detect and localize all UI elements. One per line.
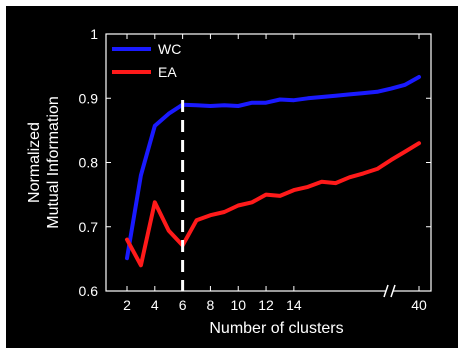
y-tick-label: 0.6	[79, 283, 99, 299]
y-axis-label-line-1: Normalized	[26, 122, 43, 203]
axis-break-gap	[386, 285, 393, 297]
x-tick-label: 14	[286, 297, 302, 313]
axis-break-mark	[390, 284, 396, 298]
x-tick-label: 4	[151, 297, 159, 313]
axes-box	[105, 33, 432, 292]
legend: WC EA	[112, 41, 181, 80]
x-tick-label: 12	[258, 297, 274, 313]
series-line-wc	[125, 75, 421, 261]
legend-label: WC	[158, 41, 181, 57]
series-line-ea	[125, 141, 421, 268]
x-tick-label: 8	[207, 297, 215, 313]
y-tick-label: 0.7	[79, 219, 99, 235]
y-axis-label-line-2: Mutual Information	[45, 96, 62, 229]
chart-canvas: 0.6 0.7 0.8 0.9 1 2 6 10 14 40 4 8 12 WC EA Number of…	[6, 6, 458, 348]
axis-break-mark	[383, 284, 389, 298]
y-tick-label: 0.8	[79, 155, 99, 171]
legend-label: EA	[158, 64, 177, 80]
plot-area	[105, 33, 432, 292]
x-tick-label: 6	[179, 297, 187, 313]
ticks-layer: 0.60.70.80.912 6 10 14 404 8 12	[79, 26, 431, 313]
y-tick-label: 0.9	[79, 90, 99, 106]
x-axis-label: Number of clusters	[209, 320, 343, 337]
series-layer	[125, 75, 421, 268]
x-tick-label: 10	[230, 297, 246, 313]
x-tick-label: 2	[123, 297, 131, 313]
y-tick-label: 1	[90, 26, 98, 42]
x-tick-label: 40	[411, 297, 427, 313]
